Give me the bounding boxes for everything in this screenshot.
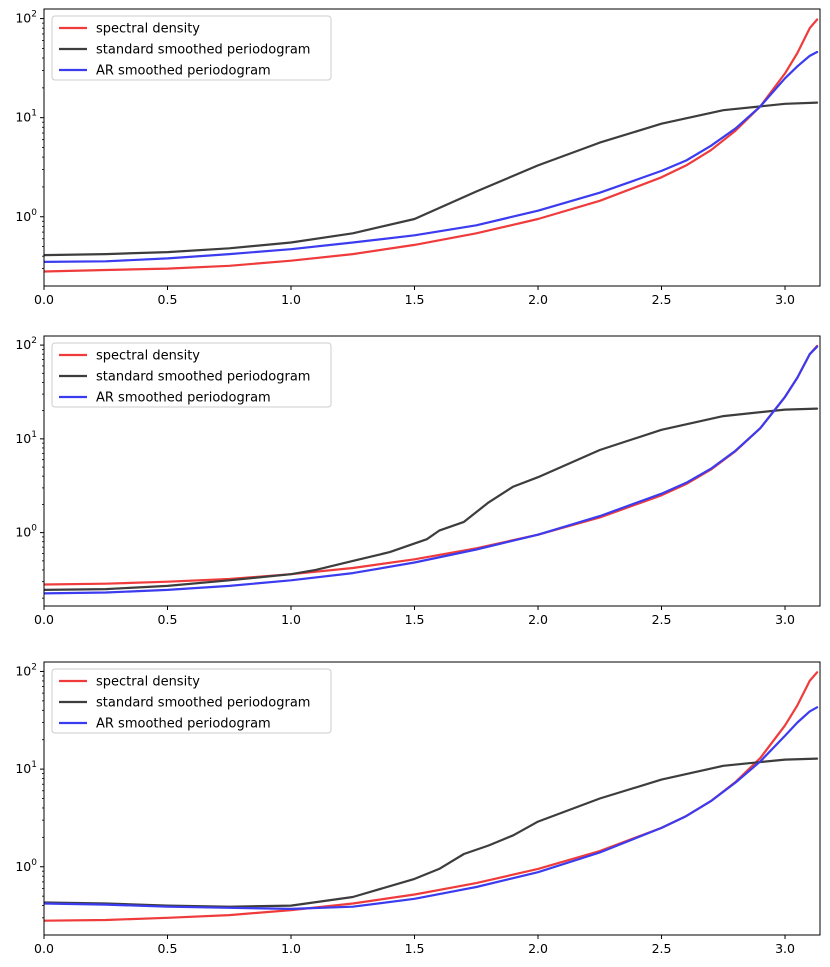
legend-label: standard smoothed periodogram bbox=[96, 370, 310, 385]
y-tick-label: 101 bbox=[15, 430, 37, 446]
x-tick-label: 0.0 bbox=[34, 292, 54, 307]
chart-panel-3: 0.0 0.5 1.0 1.5 2.0 2.5 3.0 100 101 102 spectral d… bbox=[15, 661, 821, 956]
x-tick-label: 3.0 bbox=[775, 292, 795, 307]
series-line-3 bbox=[44, 706, 819, 911]
x-tick-label: 1.5 bbox=[405, 612, 425, 627]
x-tick-label: 2.0 bbox=[528, 612, 548, 627]
series-line-2 bbox=[44, 407, 819, 592]
x-tick-label: 2.5 bbox=[652, 612, 672, 627]
legend-label: AR smoothed periodogram bbox=[96, 64, 271, 79]
legend-label: spectral density bbox=[96, 349, 200, 364]
legend-label: standard smoothed periodogram bbox=[96, 696, 310, 711]
y-tick-label: 102 bbox=[15, 10, 37, 26]
legend-label: AR smoothed periodogram bbox=[96, 391, 271, 406]
x-tick-label: 1.0 bbox=[281, 292, 301, 307]
y-tick-label: 101 bbox=[15, 109, 37, 125]
legend bbox=[51, 668, 332, 734]
legend-label: AR smoothed periodogram bbox=[96, 717, 271, 732]
x-tick-label: 0.5 bbox=[158, 612, 178, 627]
x-tick-label: 1.0 bbox=[281, 941, 301, 956]
legend-label: spectral density bbox=[96, 675, 200, 690]
legend bbox=[51, 15, 332, 81]
series-line-3 bbox=[44, 345, 819, 595]
series-line-1 bbox=[44, 671, 819, 922]
x-tick-label: 3.0 bbox=[775, 941, 795, 956]
x-tick-label: 0.0 bbox=[34, 612, 54, 627]
series-line-2 bbox=[44, 757, 819, 908]
legend-label: standard smoothed periodogram bbox=[96, 43, 310, 58]
series-line-1 bbox=[44, 18, 819, 273]
x-tick-label: 1.0 bbox=[281, 612, 301, 627]
series-line-2 bbox=[44, 101, 819, 257]
y-tick-label: 100 bbox=[15, 524, 37, 540]
legend bbox=[51, 342, 332, 408]
x-tick-label: 3.0 bbox=[775, 612, 795, 627]
x-tick-label: 2.0 bbox=[528, 941, 548, 956]
y-tick-label: 101 bbox=[15, 760, 37, 776]
y-tick-label: 102 bbox=[15, 336, 37, 352]
y-tick-label: 100 bbox=[15, 208, 37, 224]
x-tick-label: 0.5 bbox=[158, 941, 178, 956]
x-tick-label: 2.5 bbox=[652, 292, 672, 307]
x-tick-label: 1.5 bbox=[405, 292, 425, 307]
x-tick-label: 0.0 bbox=[34, 941, 54, 956]
y-tick-label: 102 bbox=[15, 662, 37, 678]
axes-frame bbox=[43, 335, 821, 607]
x-tick-label: 2.0 bbox=[528, 292, 548, 307]
series-line-3 bbox=[44, 50, 819, 263]
y-tick-label: 100 bbox=[15, 858, 37, 874]
chart-panel-2: 0.0 0.5 1.0 1.5 2.0 2.5 3.0 100 101 102 spectral d… bbox=[15, 335, 821, 627]
x-tick-label: 0.5 bbox=[158, 292, 178, 307]
chart-panel-1: 0.0 0.5 1.0 1.5 2.0 2.5 3.0 100 101 102 spectral d… bbox=[15, 8, 821, 307]
x-tick-label: 1.5 bbox=[405, 941, 425, 956]
x-tick-label: 2.5 bbox=[652, 941, 672, 956]
legend-label: spectral density bbox=[96, 22, 200, 37]
